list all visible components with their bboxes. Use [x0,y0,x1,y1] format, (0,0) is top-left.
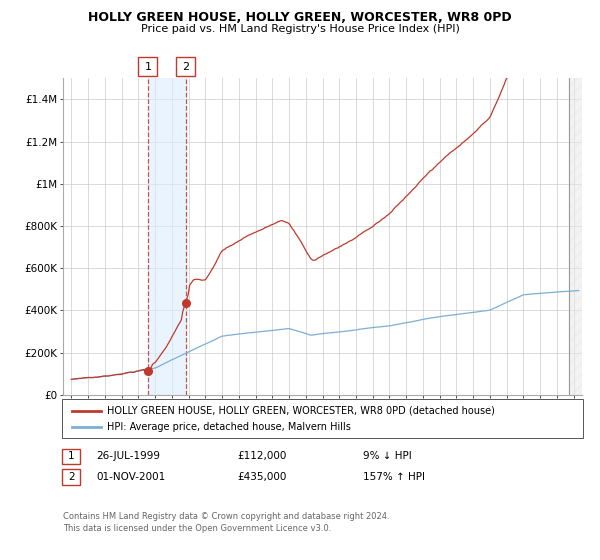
Text: 2: 2 [68,472,75,482]
Text: Contains HM Land Registry data © Crown copyright and database right 2024.: Contains HM Land Registry data © Crown c… [63,512,389,521]
Text: £435,000: £435,000 [237,472,286,482]
Text: Price paid vs. HM Land Registry's House Price Index (HPI): Price paid vs. HM Land Registry's House … [140,24,460,34]
Text: 2: 2 [182,62,190,72]
Text: 1: 1 [145,62,151,72]
Text: 157% ↑ HPI: 157% ↑ HPI [363,472,425,482]
Text: HOLLY GREEN HOUSE, HOLLY GREEN, WORCESTER, WR8 0PD (detached house): HOLLY GREEN HOUSE, HOLLY GREEN, WORCESTE… [107,405,494,416]
Bar [569,78,582,395]
Text: This data is licensed under the Open Government Licence v3.0.: This data is licensed under the Open Gov… [63,524,331,533]
Bar [148,78,186,395]
Text: 9% ↓ HPI: 9% ↓ HPI [363,451,412,461]
Text: 1: 1 [68,451,75,461]
Text: HOLLY GREEN HOUSE, HOLLY GREEN, WORCESTER, WR8 0PD: HOLLY GREEN HOUSE, HOLLY GREEN, WORCESTE… [88,11,512,24]
Text: 01-NOV-2001: 01-NOV-2001 [96,472,165,482]
Text: £112,000: £112,000 [237,451,286,461]
Text: HPI: Average price, detached house, Malvern Hills: HPI: Average price, detached house, Malv… [107,422,350,432]
Text: 26-JUL-1999: 26-JUL-1999 [96,451,160,461]
